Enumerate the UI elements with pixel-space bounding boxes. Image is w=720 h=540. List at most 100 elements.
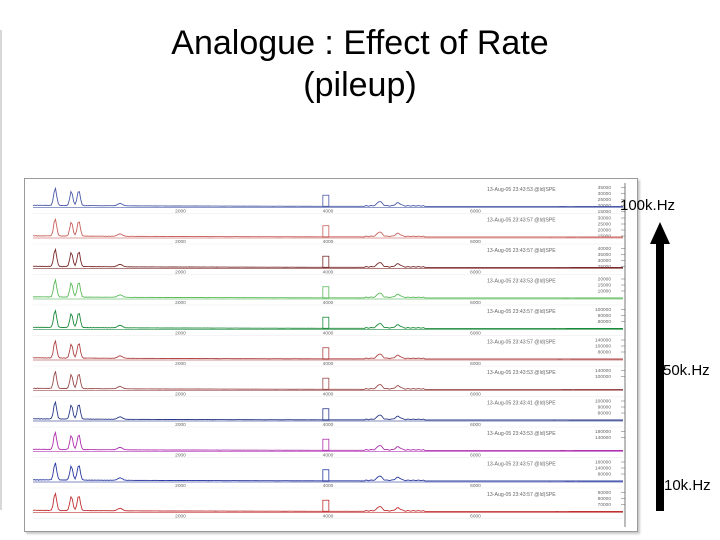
x-tick-label: 4000 bbox=[323, 361, 334, 367]
rate-arrow-head bbox=[650, 222, 670, 244]
gap-marker bbox=[322, 194, 330, 207]
gap-marker bbox=[322, 255, 330, 268]
y-tick-label: 15000 bbox=[598, 283, 612, 289]
y-tick-label: 10000 bbox=[598, 289, 612, 295]
x-tick-label: 4000 bbox=[323, 453, 334, 459]
x-tick-label: 6000 bbox=[470, 270, 481, 276]
panel-header-5: 13-Aug-05 23:43:57 @ld)SPE bbox=[487, 309, 556, 315]
x-tick-label: 4000 bbox=[323, 392, 334, 398]
gap-marker bbox=[322, 377, 330, 390]
y-tick-label: 15000 bbox=[598, 234, 612, 240]
x-tick-label: 6000 bbox=[470, 422, 481, 428]
panel-header-9: 13-Aug-05 23:43:53 @ld)SPE bbox=[487, 431, 556, 437]
y-tick-label: 100000 bbox=[595, 374, 611, 380]
y-tick-label: 20000 bbox=[598, 228, 612, 234]
title-line-1: Analogue : Effect of Rate bbox=[171, 24, 549, 62]
stacked-spectra-chart: 13-Aug-05 23:43:53 @ld)SPE 35000300002500… bbox=[32, 183, 626, 527]
y-tick-label: 90000 bbox=[598, 313, 612, 319]
y-tick-label: 25000 bbox=[598, 197, 612, 203]
y-tick-label: 80000 bbox=[598, 496, 612, 502]
x-tick-label: 4000 bbox=[323, 300, 334, 306]
panel-header-10: 13-Aug-05 23:43:57 @ld)SPE bbox=[487, 462, 556, 468]
y-tick-label: 15000 bbox=[598, 209, 612, 215]
x-tick-label: 4000 bbox=[323, 483, 334, 489]
x-tick-label: 2000 bbox=[175, 361, 186, 367]
gap-marker bbox=[322, 347, 330, 360]
x-tick-label: 4000 bbox=[323, 331, 334, 337]
y-tick-label: 35000 bbox=[598, 252, 612, 258]
x-tick-label: 2000 bbox=[175, 331, 186, 337]
panel-header-2: 13-Aug-05 23:43:57 @ld)SPE bbox=[487, 218, 556, 224]
gap-marker bbox=[322, 225, 330, 238]
x-tick-label: 6000 bbox=[470, 483, 481, 489]
gap-marker bbox=[322, 286, 330, 299]
y-tick-label: 160000 bbox=[595, 460, 611, 466]
y-tick-label: 100000 bbox=[595, 344, 611, 350]
y-tick-label: 80000 bbox=[598, 411, 612, 417]
x-tick-label: 2000 bbox=[175, 453, 186, 459]
y-tick-label: 140000 bbox=[595, 338, 611, 344]
spectra-figure: 13-Aug-05 23:43:53 @ld)SPE 35000 30000 2500… bbox=[24, 178, 638, 532]
y-tick-label: 30000 bbox=[598, 258, 612, 264]
y-tick-label: 100000 bbox=[595, 399, 611, 405]
slide-title: Analogue : Effect of Rate (pileup) bbox=[60, 22, 660, 106]
x-tick-label: 2000 bbox=[175, 239, 186, 245]
panel-header-11: 13-Aug-05 23:43:57 @ld)SPE bbox=[487, 492, 556, 498]
rate-label-10khz: 10k.Hz bbox=[664, 477, 711, 494]
y-tick-label: 100000 bbox=[595, 307, 611, 313]
x-tick-label: 2000 bbox=[175, 392, 186, 398]
y-tick-label: 25000 bbox=[598, 222, 612, 228]
y-tick-label: 30000 bbox=[598, 191, 612, 197]
panel-header-1: 13-Aug-05 23:43:53 @ld)SPE bbox=[487, 187, 556, 193]
title-line-2: (pileup) bbox=[303, 66, 417, 104]
x-tick-label: 6000 bbox=[470, 453, 481, 459]
y-tick-label: 35000 bbox=[598, 185, 612, 191]
rate-label-50khz: 50k.Hz bbox=[663, 362, 710, 379]
x-tick-label: 6000 bbox=[470, 392, 481, 398]
x-tick-label: 6000 bbox=[470, 300, 481, 306]
x-tick-label: 6000 bbox=[470, 361, 481, 367]
x-tick-label: 4000 bbox=[323, 270, 334, 276]
y-tick-label: 80000 bbox=[598, 350, 612, 356]
panel-header-3: 13-Aug-05 23:43:57 @ld)SPE bbox=[487, 248, 556, 254]
x-tick-label: 6000 bbox=[470, 209, 481, 215]
y-tick-label: 20000 bbox=[598, 277, 612, 283]
x-tick-label: 2000 bbox=[175, 300, 186, 306]
y-tick-label: 180000 bbox=[595, 429, 611, 435]
gap-marker bbox=[322, 469, 330, 482]
gap-marker bbox=[322, 438, 330, 451]
y-tick-label: 20000 bbox=[598, 203, 612, 209]
x-tick-label: 2000 bbox=[175, 422, 186, 428]
x-tick-label: 4000 bbox=[323, 239, 334, 245]
y-tick-label: 80000 bbox=[598, 319, 612, 325]
gap-marker bbox=[322, 316, 330, 329]
panel-header-6: 13-Aug-05 23:43:57 @ld)SPE bbox=[487, 340, 556, 346]
x-tick-label: 6000 bbox=[470, 331, 481, 337]
y-tick-label: 40000 bbox=[598, 246, 612, 252]
x-tick-label: 4000 bbox=[323, 422, 334, 428]
slide-edge bbox=[0, 30, 2, 510]
rate-arrow-shaft bbox=[656, 243, 664, 511]
x-tick-label: 4000 bbox=[323, 514, 334, 520]
panel-header-4: 13-Aug-05 23:43:53 @ld)SPE bbox=[487, 279, 556, 285]
panel-header-7: 13-Aug-05 23:43:53 @ld)SPE bbox=[487, 370, 556, 376]
y-tick-label: 90000 bbox=[598, 405, 612, 411]
y-tick-label: 25000 bbox=[598, 264, 612, 270]
y-tick-label: 140000 bbox=[595, 466, 611, 472]
y-tick-label: 140000 bbox=[595, 368, 611, 374]
x-tick-label: 6000 bbox=[470, 514, 481, 520]
x-tick-label: 2000 bbox=[175, 514, 186, 520]
y-tick-label: 70000 bbox=[598, 502, 612, 508]
y-tick-label: 140000 bbox=[595, 435, 611, 441]
x-tick-label: 4000 bbox=[323, 209, 334, 215]
rate-label-100khz: 100k.Hz bbox=[620, 197, 676, 214]
x-tick-label: 2000 bbox=[175, 483, 186, 489]
x-tick-label: 2000 bbox=[175, 209, 186, 215]
x-tick-label: 2000 bbox=[175, 270, 186, 276]
gap-marker bbox=[322, 408, 330, 421]
x-tick-label: 6000 bbox=[470, 239, 481, 245]
y-tick-label: 30000 bbox=[598, 216, 612, 222]
y-tick-label: 90000 bbox=[598, 490, 612, 496]
gap-marker bbox=[322, 499, 330, 512]
